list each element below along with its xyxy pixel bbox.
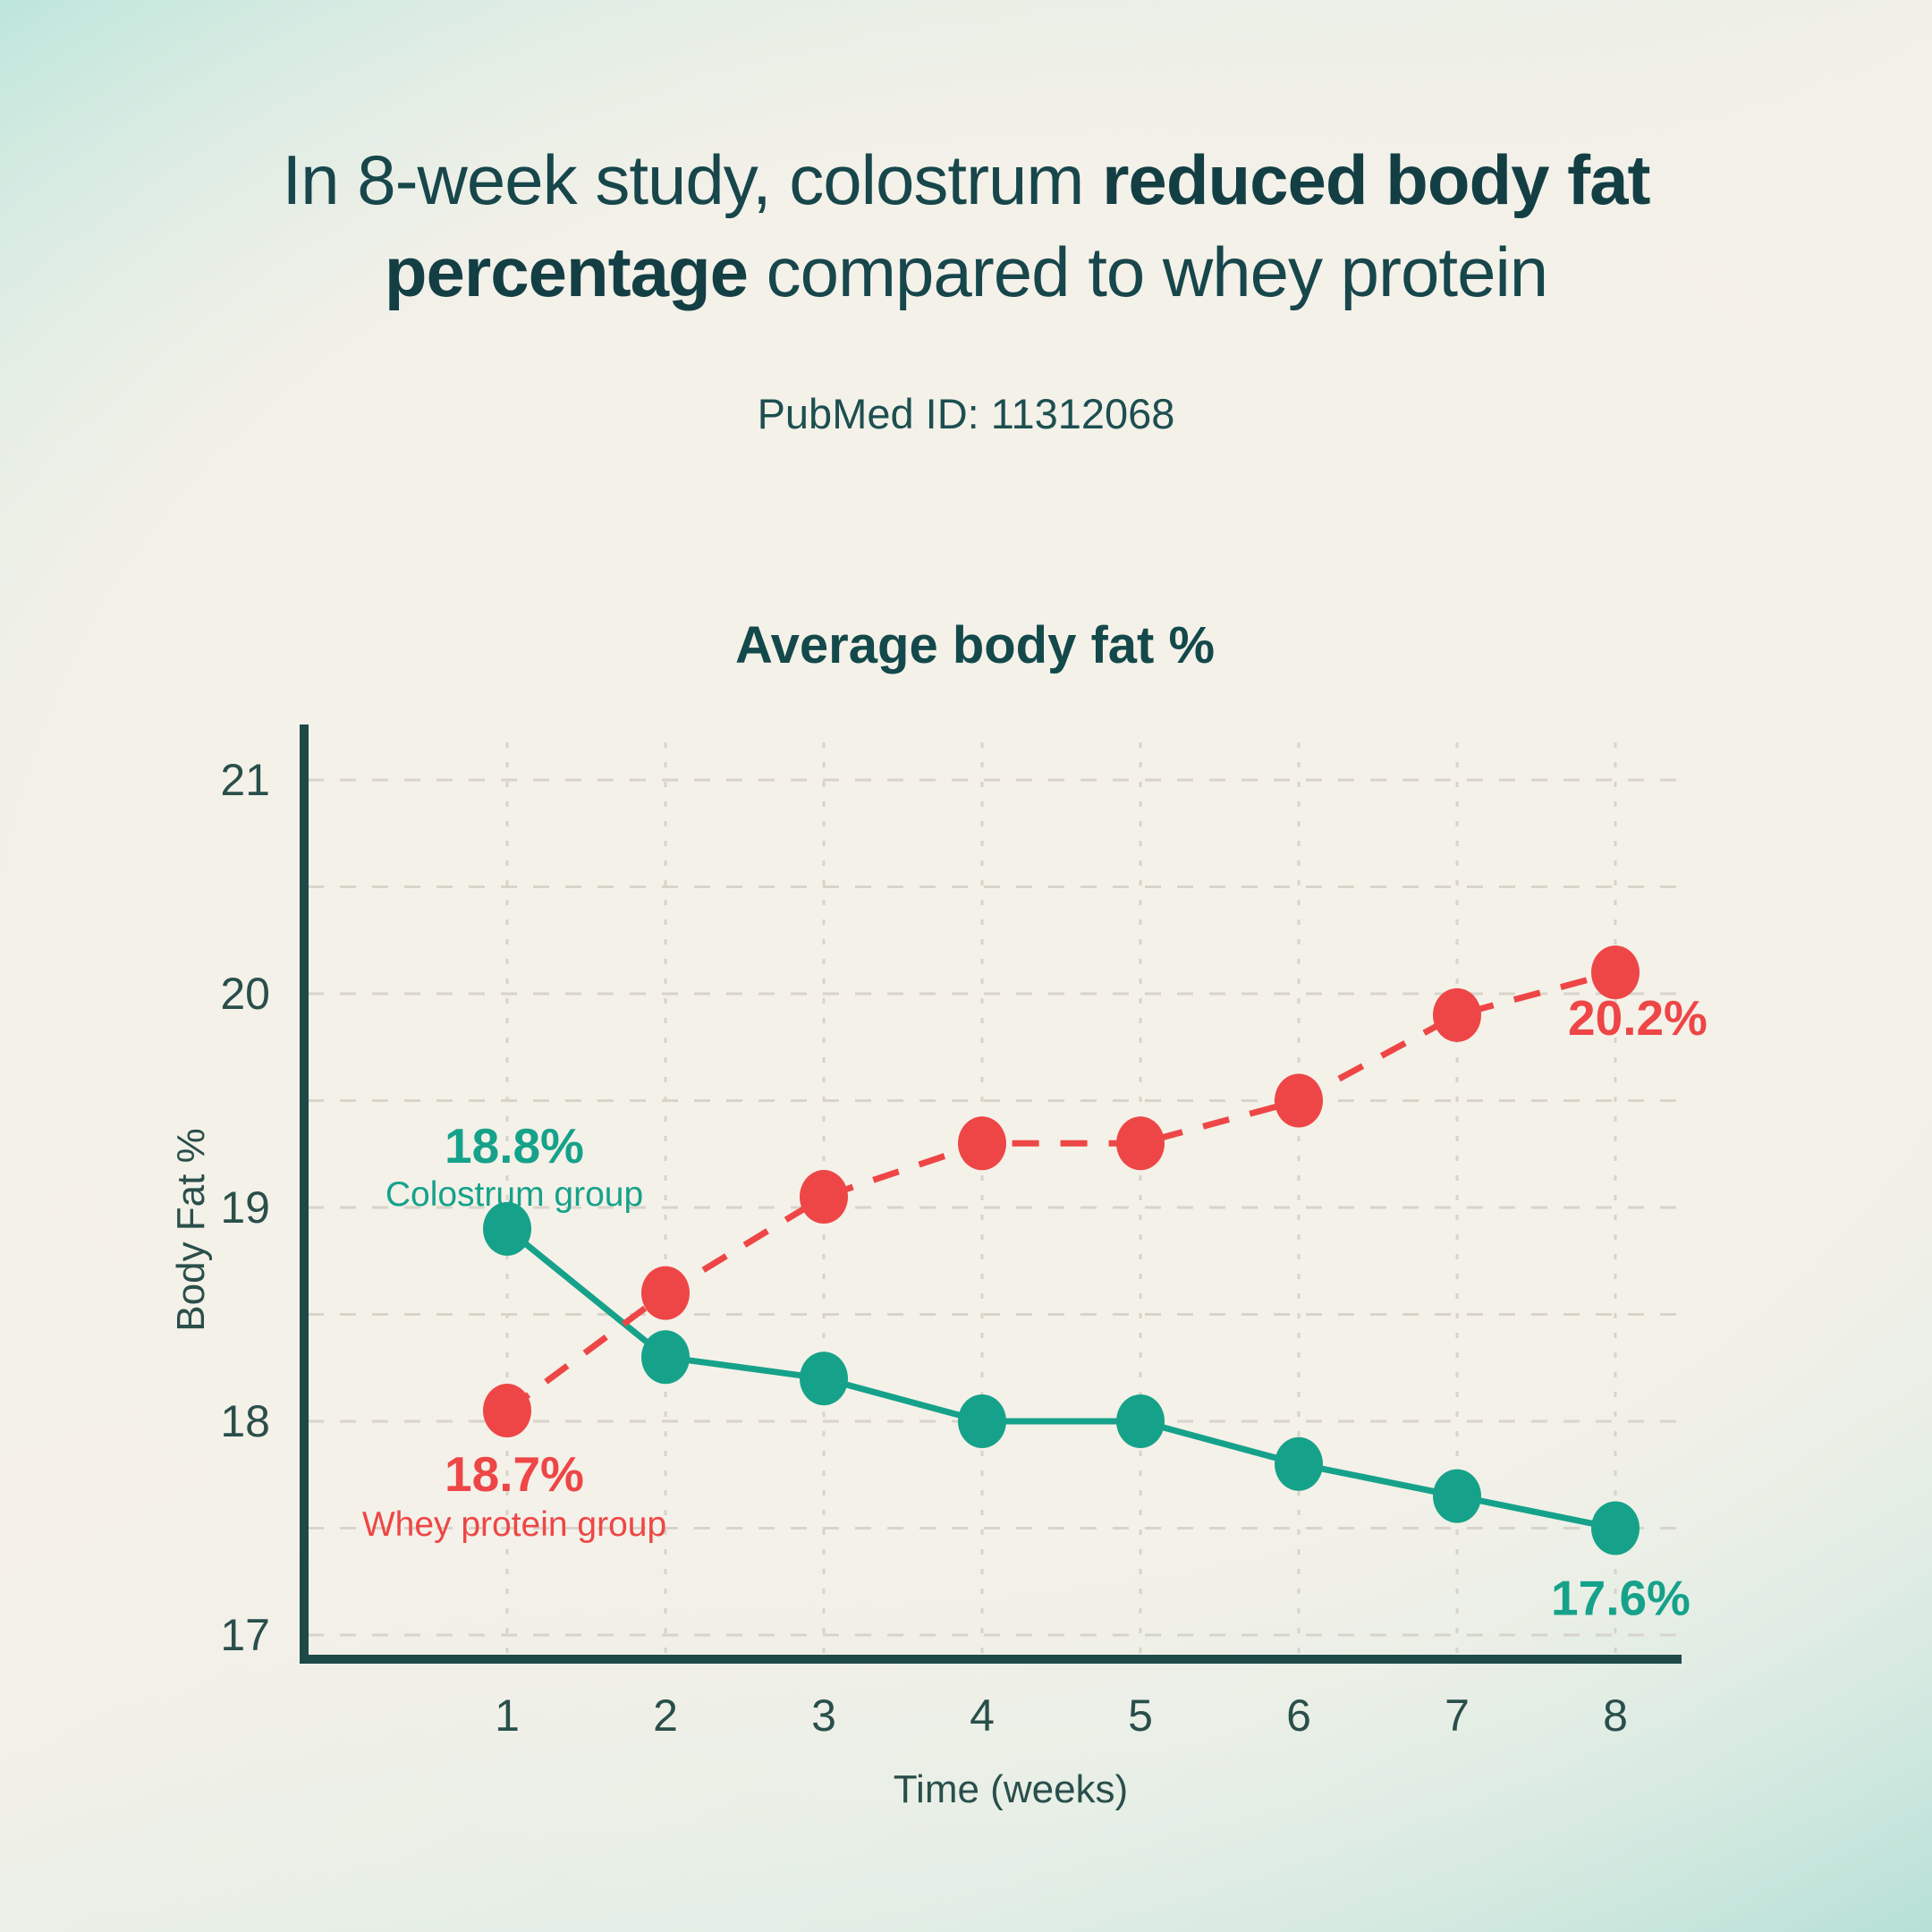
whey-series-point bbox=[641, 1266, 690, 1320]
x-axis-tick-labels: 1 2 3 4 5 6 7 8 bbox=[495, 1690, 1628, 1741]
whey-series-line bbox=[504, 969, 1616, 1413]
colostrum-series-point bbox=[1275, 1436, 1323, 1491]
chart-title: Average body fat % bbox=[734, 616, 1216, 674]
whey-series-point bbox=[1433, 987, 1481, 1042]
y-axis-tick-labels: 21 20 19 18 17 bbox=[220, 755, 270, 1660]
page-title: In 8-week study, colostrum reduced body … bbox=[0, 134, 1932, 318]
whey-series bbox=[483, 945, 1640, 1438]
x-tick-label: 8 bbox=[1603, 1690, 1628, 1741]
title-line2-bold: percentage bbox=[384, 232, 749, 311]
y-tick-label: 18 bbox=[220, 1396, 270, 1446]
grid-lines bbox=[308, 742, 1682, 1659]
whey-series-point bbox=[1591, 945, 1640, 1000]
y-tick-label: 20 bbox=[220, 969, 270, 1019]
colostrum-end-value: 17.6% bbox=[1551, 1571, 1690, 1626]
whey-series-point bbox=[1275, 1073, 1323, 1128]
x-axis-title: Time (weeks) bbox=[894, 1767, 1128, 1811]
whey-series-point bbox=[483, 1384, 531, 1438]
colostrum-series-point bbox=[1433, 1469, 1481, 1523]
x-tick-label: 2 bbox=[653, 1690, 678, 1741]
chart-svg: 21 20 19 18 17 1 2 3 4 5 6 7 8 Time (weeks) Body Fat %… bbox=[169, 724, 1707, 1811]
y-tick-label: 17 bbox=[220, 1610, 270, 1660]
x-tick-label: 1 bbox=[495, 1690, 520, 1741]
y-tick-label: 21 bbox=[220, 755, 270, 805]
y-tick-label: 19 bbox=[220, 1182, 270, 1233]
colostrum-series bbox=[483, 1201, 1640, 1555]
title-line1-regular: In 8-week study, colostrum bbox=[282, 140, 1103, 219]
whey-start-caption: Whey protein group bbox=[362, 1505, 666, 1544]
whey-end-value: 20.2% bbox=[1568, 990, 1707, 1046]
colostrum-series-point bbox=[800, 1352, 848, 1406]
colostrum-series-point bbox=[958, 1394, 1006, 1448]
colostrum-series-point bbox=[641, 1330, 690, 1385]
whey-series-point bbox=[1116, 1116, 1165, 1171]
title-line2-regular: compared to whey protein bbox=[748, 232, 1549, 311]
x-tick-label: 6 bbox=[1286, 1690, 1311, 1741]
annotations: 18.8%Colostrum group 18.7%Whey protein gr… bbox=[362, 990, 1707, 1625]
colostrum-series-point bbox=[1116, 1394, 1165, 1448]
colostrum-series-point bbox=[483, 1201, 531, 1256]
whey-series-point bbox=[958, 1116, 1006, 1171]
x-tick-label: 5 bbox=[1128, 1690, 1153, 1741]
axes bbox=[300, 724, 1682, 1664]
colostrum-start-caption: Colostrum group bbox=[386, 1175, 643, 1214]
colostrum-series-point bbox=[1591, 1501, 1640, 1555]
x-tick-label: 3 bbox=[811, 1690, 836, 1741]
colostrum-start-value: 18.8% bbox=[445, 1118, 584, 1174]
colostrum-series-line bbox=[504, 1226, 1616, 1531]
x-tick-label: 7 bbox=[1445, 1690, 1470, 1741]
x-tick-label: 4 bbox=[970, 1690, 995, 1741]
pubmed-id-subtitle: PubMed ID: 11312068 bbox=[757, 390, 1175, 437]
whey-start-value: 18.7% bbox=[445, 1446, 584, 1502]
whey-series-point bbox=[800, 1170, 848, 1224]
title-line1-bold: reduced body fat bbox=[1102, 140, 1650, 219]
y-axis-title: Body Fat % bbox=[169, 1128, 213, 1331]
